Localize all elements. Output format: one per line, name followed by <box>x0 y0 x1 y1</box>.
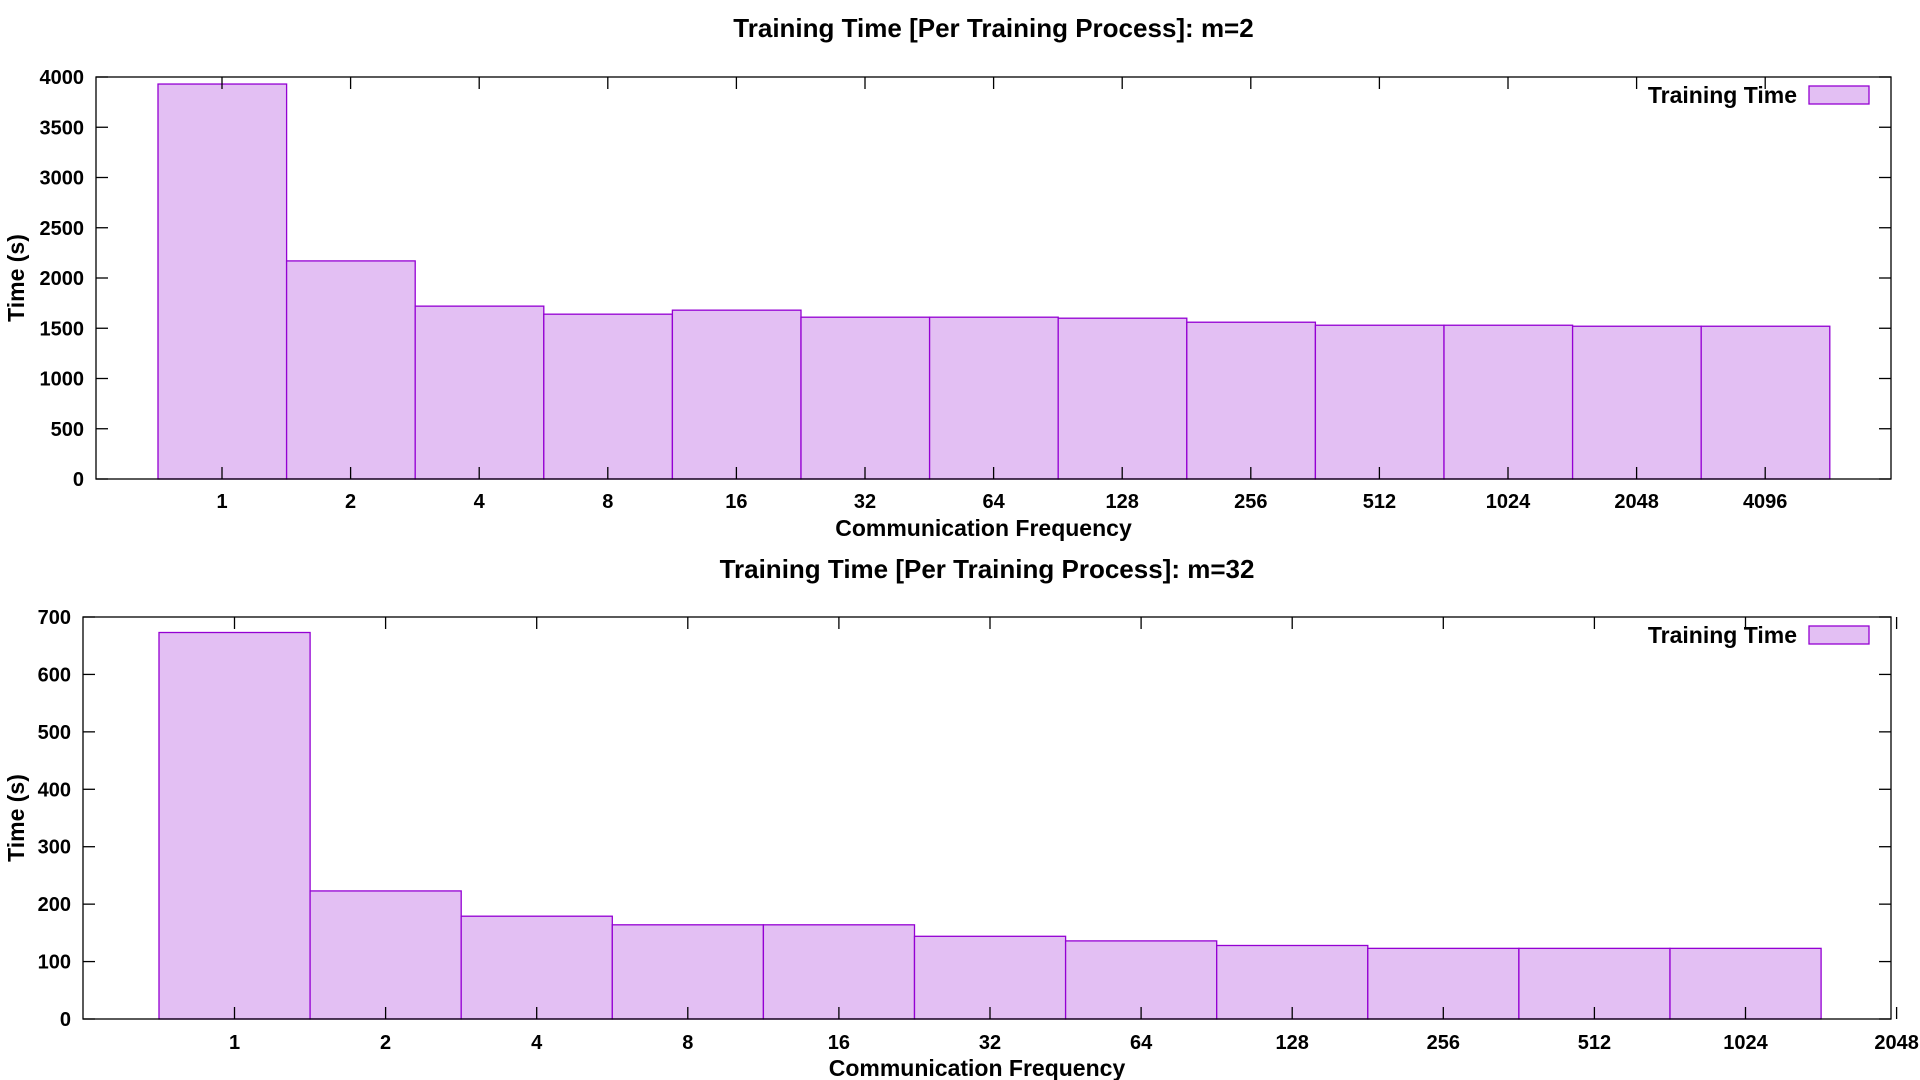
y-tick-label: 100 <box>38 952 71 974</box>
legend-label: Training Time <box>1648 622 1797 648</box>
y-tick-label: 600 <box>38 664 71 686</box>
chart-0: Training Time [Per Training Process]: m=… <box>3 13 1892 541</box>
legend: Training Time <box>1648 622 1870 648</box>
chart-1: Training Time [Per Training Process]: m=… <box>3 554 1919 1080</box>
y-tick-label: 400 <box>38 779 71 801</box>
y-tick-label: 4000 <box>40 67 85 89</box>
x-axis-label: Communication Frequency <box>829 1055 1126 1080</box>
x-tick-label: 512 <box>1363 491 1396 513</box>
bar-2048 <box>1571 325 1702 480</box>
y-tick-label: 700 <box>38 607 71 629</box>
y-tick-label: 0 <box>60 1009 71 1031</box>
chart-title: Training Time [Per Training Process]: m=… <box>733 13 1253 43</box>
x-tick-label: 32 <box>854 491 876 513</box>
x-tick-label: 2 <box>380 1032 391 1054</box>
x-tick-label: 1024 <box>1723 1032 1768 1054</box>
x-tick-label: 2048 <box>1614 491 1659 513</box>
x-tick-label: 512 <box>1578 1032 1611 1054</box>
y-tick-label: 500 <box>51 419 84 441</box>
x-tick-label: 1 <box>216 491 227 513</box>
x-tick-label: 2 <box>345 491 356 513</box>
y-tick-label: 3500 <box>40 117 85 139</box>
x-tick-label: 128 <box>1276 1032 1309 1054</box>
chart-title: Training Time [Per Training Process]: m=… <box>720 554 1255 584</box>
y-tick-label: 2000 <box>40 268 85 290</box>
x-tick-label: 1024 <box>1486 491 1531 513</box>
x-tick-label: 1 <box>229 1032 240 1054</box>
bar-4 <box>460 915 613 1020</box>
x-tick-label: 256 <box>1427 1032 1460 1054</box>
bar-1 <box>158 631 311 1020</box>
x-tick-label: 16 <box>828 1032 850 1054</box>
bar-2 <box>309 890 462 1020</box>
bar-8 <box>611 924 765 1020</box>
bar-16 <box>762 924 916 1020</box>
bar-1 <box>157 83 288 480</box>
x-tick-label: 64 <box>1130 1032 1153 1054</box>
x-tick-label: 8 <box>682 1032 693 1054</box>
y-tick-label: 0 <box>73 469 84 491</box>
bar-128 <box>1216 944 1369 1020</box>
bar-16 <box>671 309 802 480</box>
bar-256 <box>1186 321 1317 480</box>
bar-4096 <box>1700 325 1831 480</box>
bar-128 <box>1057 317 1188 480</box>
x-tick-label: 4 <box>474 491 486 513</box>
bar-32 <box>913 935 1067 1020</box>
legend-label: Training Time <box>1648 82 1797 108</box>
y-tick-label: 500 <box>38 722 71 744</box>
y-axis-label: Time (s) <box>3 234 29 322</box>
y-axis-label: Time (s) <box>3 774 29 862</box>
y-tick-label: 1000 <box>40 369 85 391</box>
y-tick-label: 1500 <box>40 318 85 340</box>
bar-32 <box>800 316 931 480</box>
x-tick-label: 4096 <box>1743 491 1788 513</box>
x-tick-label: 16 <box>725 491 747 513</box>
y-tick-label: 300 <box>38 837 71 859</box>
x-tick-label: 64 <box>982 491 1005 513</box>
x-tick-label: 128 <box>1106 491 1139 513</box>
y-tick-label: 3000 <box>40 168 85 190</box>
x-tick-label: 2048 <box>1874 1032 1919 1054</box>
legend-swatch <box>1808 625 1870 645</box>
plot-frame <box>82 616 1892 1020</box>
legend: Training Time <box>1648 82 1870 108</box>
bar-64 <box>1064 940 1218 1020</box>
x-tick-label: 256 <box>1234 491 1267 513</box>
bar-8 <box>543 313 674 480</box>
y-tick-label: 2500 <box>40 218 85 240</box>
bar-1024 <box>1443 324 1574 480</box>
x-tick-label: 4 <box>531 1032 543 1054</box>
bar-2 <box>285 260 416 480</box>
x-tick-label: 32 <box>979 1032 1001 1054</box>
bar-512 <box>1314 324 1445 480</box>
legend-swatch <box>1808 85 1870 105</box>
bar-64 <box>928 316 1059 480</box>
bar-4 <box>414 305 545 480</box>
y-tick-label: 200 <box>38 894 71 916</box>
x-tick-label: 8 <box>602 491 613 513</box>
x-axis-label: Communication Frequency <box>835 515 1132 541</box>
